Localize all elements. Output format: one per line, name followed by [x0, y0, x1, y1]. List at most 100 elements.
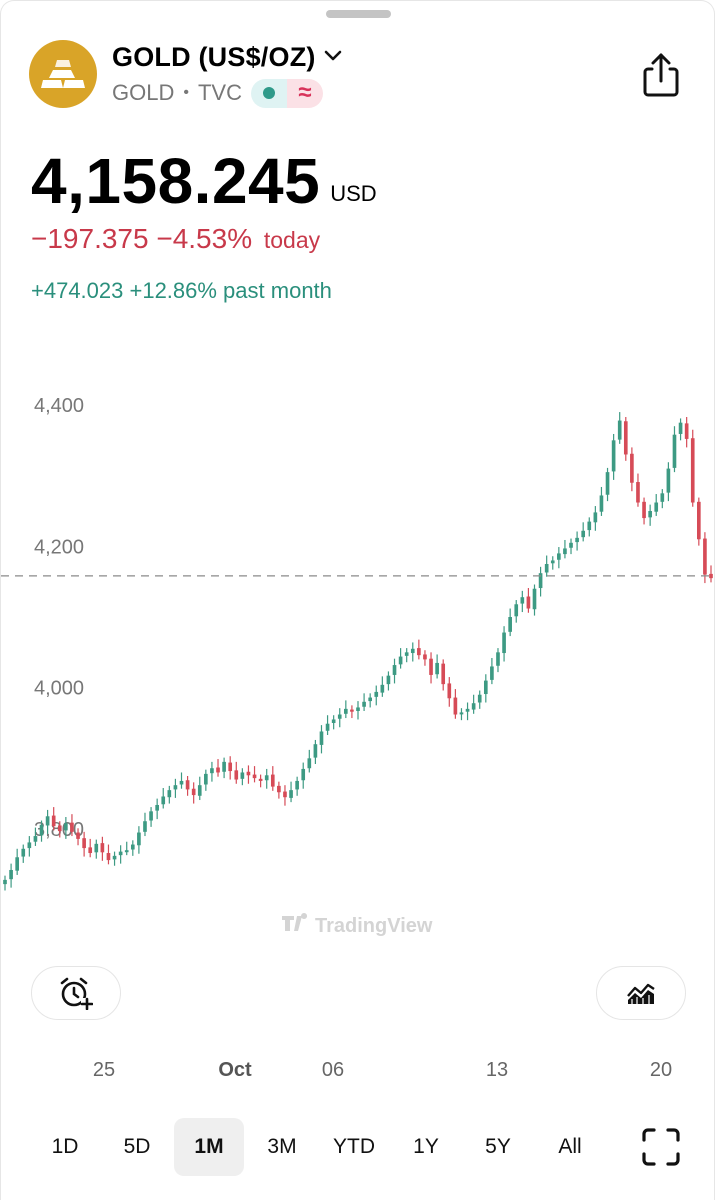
range-selector: 1D 5D 1M 3M YTD 1Y 5Y All [1, 1118, 714, 1176]
candle-body [697, 501, 701, 540]
candle-body [319, 731, 324, 745]
range-1d[interactable]: 1D [51, 1135, 79, 1158]
symbol-subtitle: GOLD • TVC ≈ [112, 78, 323, 108]
candle-body [611, 440, 616, 472]
candle-body [398, 656, 403, 665]
candle-body [350, 709, 354, 712]
candle-body [149, 811, 153, 821]
candle-body [557, 553, 561, 560]
candle-body [660, 493, 665, 502]
candle-body [380, 684, 385, 693]
market-badges[interactable]: ≈ [250, 78, 323, 108]
candle-body [520, 597, 525, 604]
candle-body [630, 453, 634, 483]
candle-body [277, 785, 281, 793]
candle-body [143, 821, 147, 832]
candle-body [477, 694, 482, 703]
candle-body [569, 542, 573, 548]
x-tick-label: 06 [321, 1059, 345, 1081]
candle-body [538, 573, 543, 589]
candle-body [617, 420, 622, 440]
candle-body [234, 770, 239, 780]
candle-body [392, 665, 397, 675]
candle-body [64, 823, 68, 831]
candle-body [118, 851, 123, 856]
market-status-dot-icon [250, 78, 287, 108]
candle-body [88, 847, 93, 854]
x-axis: 25 Oct 06 13 20 [1, 1059, 714, 1085]
candle-body [648, 511, 652, 518]
candle-body [374, 691, 379, 697]
candle-body [112, 855, 117, 860]
add-alert-button[interactable] [31, 966, 121, 1020]
candle-body [459, 712, 464, 715]
price-row: 4,158.245 USD [31, 141, 377, 221]
range-1m[interactable]: 1M [174, 1118, 244, 1176]
candle-body [307, 758, 312, 769]
candle-body [15, 857, 19, 871]
candle-body [313, 744, 318, 758]
candle-body [258, 778, 263, 781]
candle-body [179, 780, 184, 785]
candle-body [51, 815, 56, 827]
candle-body [666, 468, 671, 493]
fullscreen-icon[interactable] [641, 1127, 681, 1167]
x-tick-label: Oct [218, 1059, 252, 1081]
range-all[interactable]: All [558, 1135, 582, 1158]
indicators-button[interactable] [596, 966, 686, 1020]
range-ytd[interactable]: YTD [333, 1135, 375, 1158]
symbol-title: GOLD (US$/OZ) [112, 41, 316, 72]
x-tick-label: 20 [649, 1059, 673, 1081]
candle-body [124, 850, 129, 853]
candle-body [70, 822, 74, 832]
candle-body [587, 521, 592, 531]
range-5d[interactable]: 5D [123, 1135, 151, 1158]
candle-body [636, 482, 640, 503]
range-3m[interactable]: 3M [267, 1135, 297, 1158]
candle-body [471, 703, 476, 710]
candle-body [344, 708, 348, 714]
chevron-down-icon[interactable] [324, 49, 342, 67]
candle-body [429, 658, 433, 675]
watermark-text: TradingView [315, 915, 433, 937]
candle-body [623, 421, 628, 455]
candle-body [532, 588, 537, 610]
sheet-grabber[interactable] [326, 10, 391, 18]
candle-body [678, 422, 683, 434]
symbol-title-row[interactable]: GOLD (US$/OZ) [112, 41, 342, 73]
candle-body [155, 804, 159, 811]
candle-body [204, 773, 208, 785]
candle-body [76, 832, 80, 839]
candle-body [106, 853, 111, 861]
gold-bars-icon [29, 40, 97, 108]
candle-body [490, 666, 494, 680]
candle-body [9, 869, 13, 880]
candle-body [246, 771, 251, 776]
candle-body [654, 502, 659, 512]
candle-body [575, 537, 579, 543]
candle-body [453, 697, 458, 715]
candle-body [337, 714, 342, 719]
candle-body [386, 675, 391, 685]
exchange-name: TVC [197, 80, 242, 105]
candle-body [435, 662, 439, 675]
candle-body [593, 512, 598, 523]
candle-body [526, 596, 531, 609]
last-price: 4,158.245 [31, 145, 321, 217]
y-tick-label: 4,200 [34, 536, 84, 558]
daily-change-label: today [263, 227, 321, 253]
candle-body [264, 775, 269, 781]
candle-body [295, 780, 299, 790]
range-5y[interactable]: 5Y [485, 1135, 511, 1158]
candle-body [33, 836, 38, 842]
candle-body [368, 697, 372, 702]
candle-body [240, 772, 245, 779]
range-1y[interactable]: 1Y [413, 1135, 439, 1158]
candle-body [362, 701, 366, 707]
candle-body [599, 495, 604, 512]
candle-body [39, 824, 44, 836]
share-icon[interactable] [639, 51, 683, 99]
candle-body [21, 848, 26, 857]
